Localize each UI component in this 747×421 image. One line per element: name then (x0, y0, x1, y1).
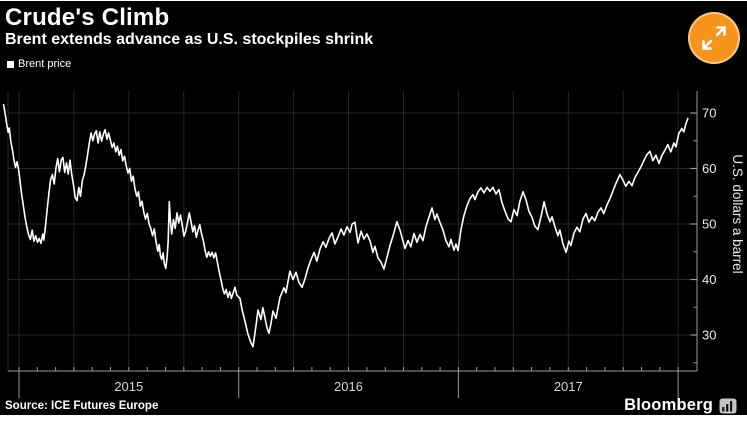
x-tick-label: 2015 (114, 379, 143, 394)
y-tick-label: 40 (702, 272, 716, 287)
axes: 30 40 50 60 70 2015 2016 2017 (8, 91, 716, 398)
chart-subtitle: Brent extends advance as U.S. stockpiles… (5, 31, 374, 48)
y-axis-title: U.S. dollars a barrel (730, 154, 745, 273)
bloomberg-chart-icon (719, 398, 737, 413)
x-tick-label: 2017 (554, 379, 583, 394)
legend-label: Brent price (18, 58, 72, 70)
y-tick-label: 60 (702, 161, 716, 176)
source-label: Source: ICE Futures Europe (5, 400, 159, 412)
x-tick-label: 2016 (334, 379, 363, 394)
y-tick-label: 30 (702, 328, 716, 343)
legend-swatch-icon (7, 60, 14, 68)
y-tick-label: 50 (702, 217, 716, 232)
bloomberg-logo: Bloomberg (624, 396, 737, 415)
expand-button[interactable] (688, 12, 740, 64)
expand-icon (702, 26, 726, 50)
brent-price-line (2, 103, 689, 348)
gridlines (7, 91, 697, 371)
chart-title: Crude's Climb (5, 4, 170, 31)
bloomberg-wordmark: Bloomberg (624, 396, 713, 414)
legend: Brent price (7, 58, 71, 70)
y-tick-label: 70 (702, 106, 716, 121)
